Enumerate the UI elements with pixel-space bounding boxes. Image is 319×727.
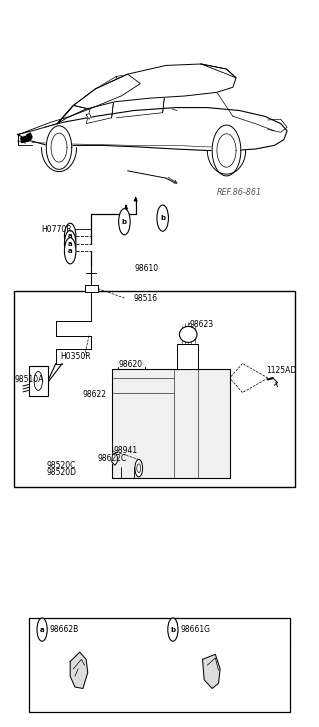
Text: 98510A: 98510A (14, 375, 44, 384)
Text: b: b (170, 627, 175, 632)
Polygon shape (112, 453, 117, 465)
Bar (29, 366, 48, 396)
Text: 98941: 98941 (113, 446, 137, 455)
Polygon shape (46, 126, 72, 169)
Polygon shape (70, 652, 88, 688)
Text: 98516: 98516 (134, 294, 158, 302)
Circle shape (37, 618, 47, 641)
Text: 98610: 98610 (135, 265, 159, 273)
Text: H0350R: H0350R (61, 352, 91, 361)
Text: a: a (68, 241, 72, 246)
Text: 98520C: 98520C (46, 461, 76, 470)
Text: a: a (68, 248, 72, 254)
Polygon shape (86, 113, 91, 119)
Text: H0770R: H0770R (41, 225, 72, 233)
Text: REF.86-861: REF.86-861 (217, 188, 262, 197)
Circle shape (64, 230, 76, 257)
Bar (112, 369, 230, 478)
Text: a: a (40, 627, 44, 632)
Circle shape (64, 238, 76, 264)
Circle shape (168, 618, 178, 641)
Polygon shape (212, 125, 241, 176)
Text: 98622C: 98622C (97, 454, 127, 462)
Text: 98520D: 98520D (46, 468, 76, 477)
Circle shape (157, 205, 168, 231)
Circle shape (135, 459, 143, 477)
Polygon shape (18, 108, 287, 150)
Bar (177, 344, 198, 369)
Text: 1125AD: 1125AD (266, 366, 297, 375)
Ellipse shape (179, 326, 197, 342)
Text: 98661G: 98661G (180, 625, 210, 634)
Polygon shape (18, 105, 89, 134)
Circle shape (64, 223, 76, 249)
Polygon shape (26, 133, 32, 140)
Bar (14, 291, 295, 487)
Text: b: b (122, 219, 127, 225)
Text: 98623: 98623 (190, 321, 214, 329)
Polygon shape (57, 64, 236, 124)
Text: 98662B: 98662B (49, 625, 79, 634)
Bar (85, 285, 98, 292)
Bar (29, 618, 290, 712)
Circle shape (119, 209, 130, 235)
Polygon shape (21, 135, 32, 142)
Text: 98620: 98620 (118, 361, 142, 369)
Text: a: a (68, 233, 72, 239)
Circle shape (34, 371, 42, 390)
Text: 98622: 98622 (83, 390, 107, 398)
Text: b: b (160, 215, 165, 221)
Polygon shape (203, 654, 220, 688)
